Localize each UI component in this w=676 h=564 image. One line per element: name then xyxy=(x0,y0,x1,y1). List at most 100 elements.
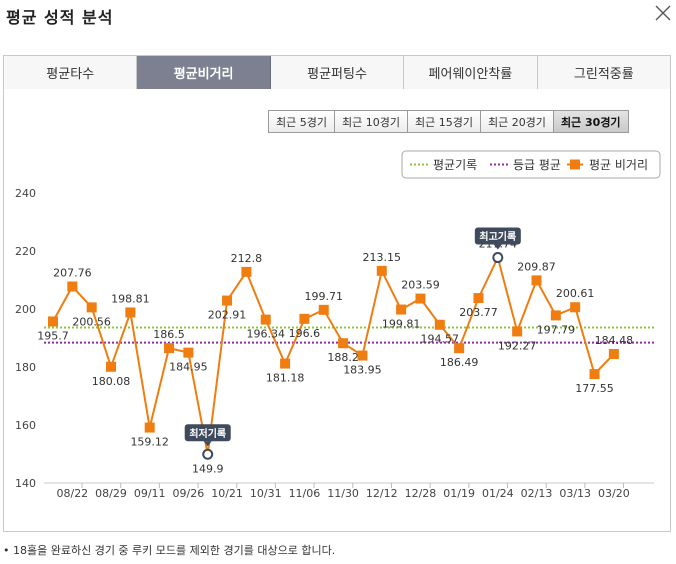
tab-average-distance[interactable]: 평균비거리 xyxy=(137,56,271,89)
callout-pointer xyxy=(203,441,212,447)
distance-line-chart: 평균기록 등급 평균 평균 비거리 140 160 180 200 220 240 08/22 08… xyxy=(15,150,661,500)
data-point-marker xyxy=(67,281,78,292)
data-point-marker xyxy=(357,350,368,361)
data-label: 202.91 xyxy=(208,309,247,322)
extreme-marker xyxy=(202,448,214,460)
x-tick-label: 09/11 xyxy=(134,487,166,500)
period-selector: 최근 5경기 최근 10경기 최근 15경기 최근 20경기 최근 30경기 xyxy=(268,110,629,133)
data-label: 199.81 xyxy=(382,318,421,331)
data-label: 180.08 xyxy=(92,375,131,388)
data-label: 177.55 xyxy=(575,382,614,395)
data-point-marker xyxy=(589,369,600,380)
period-recent-15[interactable]: 최근 15경기 xyxy=(407,111,481,132)
y-tick-label: 200 xyxy=(15,303,36,316)
x-tick-label: 08/22 xyxy=(56,487,88,500)
callout-box xyxy=(474,227,521,245)
data-label: 203.59 xyxy=(401,279,440,292)
data-label: 192.27 xyxy=(498,339,537,352)
legend-label-average-distance: 평균 비거리 xyxy=(589,158,648,172)
data-point-marker xyxy=(222,295,233,306)
period-recent-10[interactable]: 최근 10경기 xyxy=(334,111,408,132)
data-point-marker xyxy=(396,304,407,315)
data-label: 186.49 xyxy=(440,356,479,369)
data-point-marker xyxy=(241,266,252,277)
period-recent-20[interactable]: 최근 20경기 xyxy=(480,111,554,132)
data-point-marker xyxy=(512,326,523,337)
extreme-marker xyxy=(492,252,504,264)
data-point-marker xyxy=(570,302,581,313)
data-point-marker xyxy=(376,265,387,276)
legend-label-average-record: 평균기록 xyxy=(433,158,477,172)
data-point-marker xyxy=(338,338,349,349)
data-label: 194.57 xyxy=(421,333,460,346)
data-label: 184.95 xyxy=(169,361,208,374)
data-point-marker xyxy=(531,275,542,286)
data-point-marker xyxy=(183,347,194,358)
data-point-marker xyxy=(260,314,271,325)
data-label: 188.2 xyxy=(327,351,359,364)
data-label: 183.95 xyxy=(343,364,382,377)
legend-box xyxy=(401,150,661,179)
footnote: • 18홀을 완료하신 경기 중 루키 모드를 제외한 경기를 대상으로 합니다… xyxy=(3,544,336,557)
data-label: 199.71 xyxy=(305,290,344,303)
x-tick-label: 01/24 xyxy=(482,487,514,500)
data-point-marker xyxy=(550,310,561,321)
data-label: 198.81 xyxy=(111,292,150,305)
tab-average-putts[interactable]: 평균퍼팅수 xyxy=(270,56,405,89)
legend-swatch-average-distance-marker xyxy=(570,159,580,170)
data-point-marker xyxy=(125,307,136,318)
period-recent-5[interactable]: 최근 5경기 xyxy=(269,111,335,132)
legend-label-grade-average: 등급 평균 xyxy=(513,158,561,172)
callout-label: 최고기록 xyxy=(479,230,516,243)
x-tick-label: 08/29 xyxy=(95,487,127,500)
data-label: 159.12 xyxy=(130,436,169,449)
y-tick-label: 180 xyxy=(15,361,36,374)
period-recent-30[interactable]: 최근 30경기 xyxy=(553,111,628,132)
tab-fairway-hit-rate[interactable]: 페어웨이안착률 xyxy=(404,56,538,89)
y-tick-label: 140 xyxy=(15,477,36,490)
data-label: 203.77 xyxy=(459,306,498,319)
data-point-marker xyxy=(164,343,175,354)
x-tick-label: 10/31 xyxy=(250,487,282,500)
x-tick-label: 03/13 xyxy=(559,487,591,500)
data-label: 184.48 xyxy=(595,334,634,347)
data-point-marker xyxy=(473,293,484,304)
data-label: 200.56 xyxy=(72,315,111,328)
x-tick-label: 02/13 xyxy=(521,487,553,500)
metric-tabs: 평균타수 평균비거리 평균퍼팅수 페어웨이안착률 그린적중률 xyxy=(4,56,671,89)
data-label: 195.7 xyxy=(37,329,69,342)
tab-average-strokes[interactable]: 평균타수 xyxy=(4,56,138,89)
data-point-marker xyxy=(454,343,465,354)
data-label: 209.87 xyxy=(517,260,556,273)
data-point-marker xyxy=(86,302,97,313)
x-tick-label: 11/06 xyxy=(289,487,321,500)
data-point-marker xyxy=(106,361,117,372)
data-point-marker xyxy=(299,313,310,324)
x-tick-label: 09/26 xyxy=(173,487,205,500)
y-tick-label: 160 xyxy=(15,419,36,432)
data-point-marker xyxy=(318,304,329,315)
data-point-marker xyxy=(434,319,445,330)
callout-box xyxy=(184,424,231,442)
x-tick-label: 12/12 xyxy=(366,487,398,500)
data-point-marker xyxy=(144,422,155,433)
x-tick-label: 01/19 xyxy=(443,487,475,500)
data-label: 197.79 xyxy=(537,323,576,336)
tab-green-hit-rate[interactable]: 그린적중률 xyxy=(537,56,671,89)
x-tick-label: 10/21 xyxy=(211,487,243,500)
data-label: 212.8 xyxy=(231,252,263,265)
x-tick-label: 12/28 xyxy=(405,487,437,500)
y-tick-label: 240 xyxy=(15,187,36,200)
x-tick-label: 03/20 xyxy=(598,487,630,500)
data-point-marker xyxy=(280,358,291,369)
data-label: 196.6 xyxy=(289,327,321,340)
data-point-marker xyxy=(608,349,619,360)
data-label: 207.76 xyxy=(53,266,92,279)
close-icon[interactable] xyxy=(652,2,674,24)
y-tick-label: 220 xyxy=(15,245,36,258)
x-tick-label: 11/30 xyxy=(327,487,359,500)
callout-label: 최저기록 xyxy=(189,427,226,440)
average-distance-line xyxy=(52,254,615,455)
callout-pointer xyxy=(493,244,502,250)
data-point-marker xyxy=(48,316,58,327)
